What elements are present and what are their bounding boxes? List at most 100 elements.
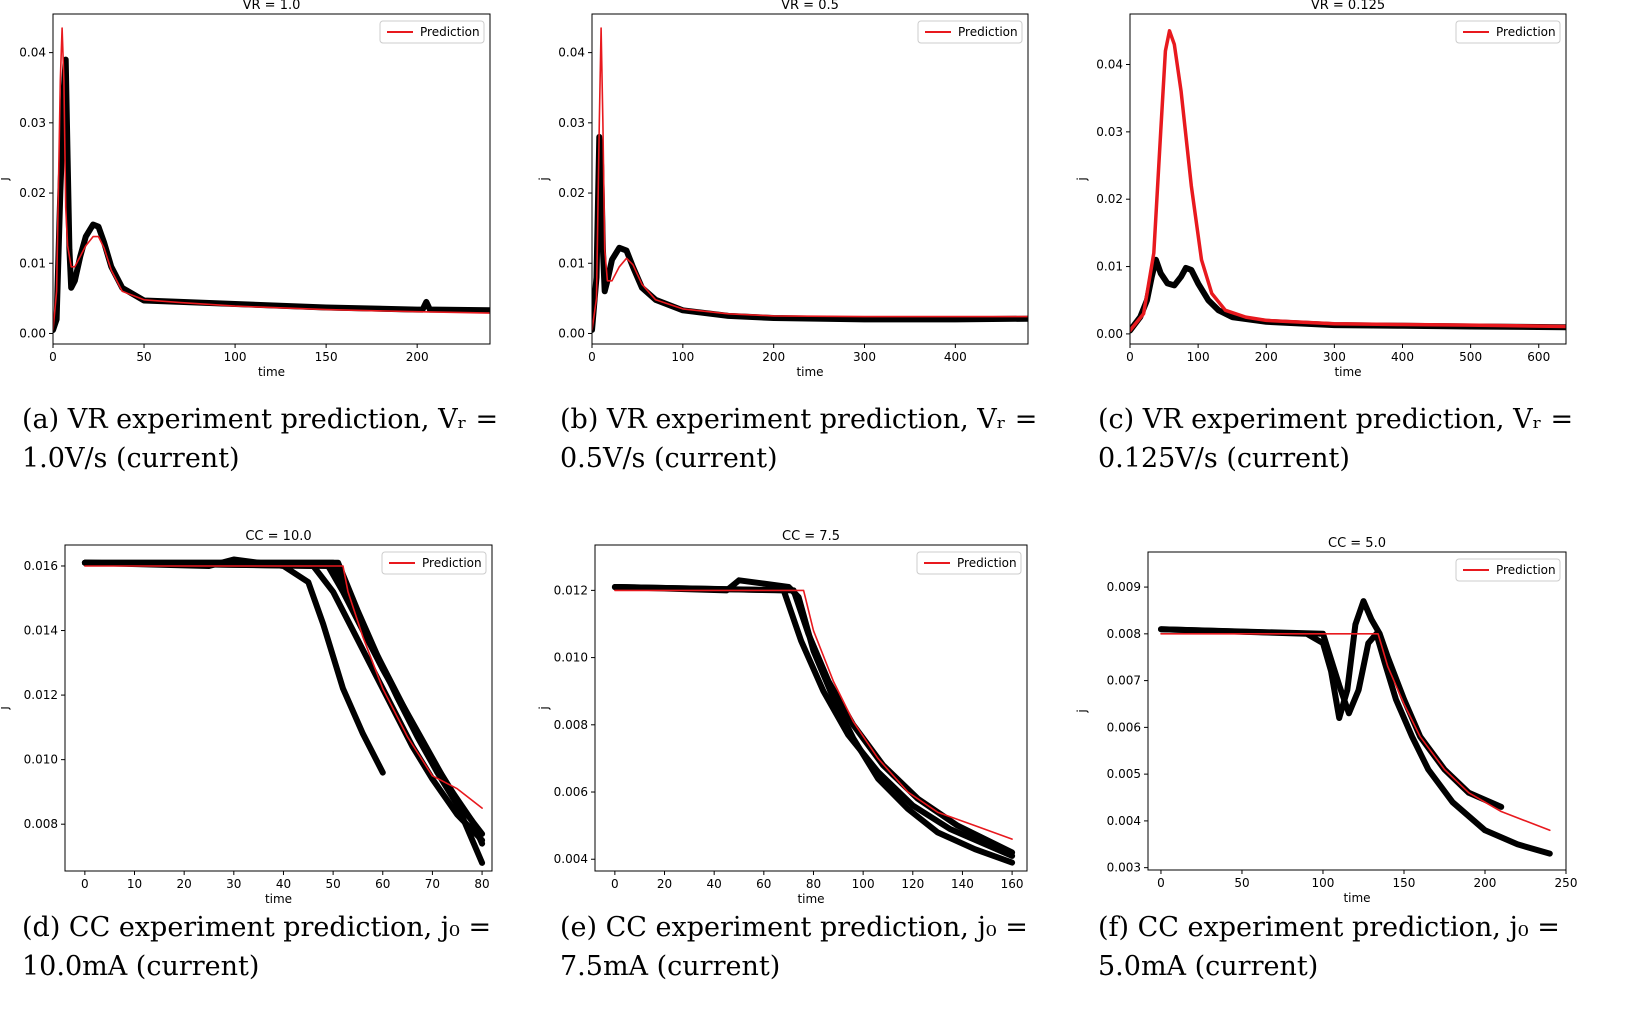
x-tick-label: 150 — [1393, 876, 1416, 890]
x-tick-label: 0 — [1157, 876, 1165, 890]
prediction-line — [592, 27, 1028, 331]
y-tick-label: 0.016 — [24, 559, 58, 573]
y-tick-label: 0.009 — [1107, 580, 1141, 594]
legend-entry: Prediction — [420, 25, 480, 39]
x-tick-label: 80 — [806, 877, 821, 891]
x-tick-label: 500 — [1459, 350, 1482, 364]
y-tick-label: 0.02 — [19, 186, 46, 200]
y-tick-label: 0.01 — [558, 256, 585, 270]
x-axis-label: time — [265, 892, 292, 906]
plot-frame — [52, 13, 491, 345]
caption-d-line1: (d) CC experiment prediction, j₀ = — [22, 912, 492, 943]
plot-frame — [1129, 13, 1567, 345]
measured-data-series-2 — [81, 559, 486, 844]
y-axis-label: j — [0, 706, 11, 710]
y-tick-label: 0.00 — [558, 326, 585, 340]
caption-b: (b) VR experiment prediction, Vᵣ = 0.5V/… — [560, 400, 1037, 478]
x-tick-label: 10 — [127, 877, 142, 891]
x-tick-label: 100 — [1187, 350, 1210, 364]
caption-d: (d) CC experiment prediction, j₀ = 10.0m… — [22, 908, 491, 986]
y-tick-label: 0.02 — [1096, 192, 1123, 206]
x-tick-label: 50 — [136, 350, 151, 364]
chart-title: VR = 0.125 — [1311, 0, 1385, 13]
y-axis-label: j — [1075, 177, 1089, 181]
legend-box — [917, 20, 1023, 44]
prediction-line — [614, 589, 1013, 840]
y-tick-label: 0.03 — [558, 116, 585, 130]
caption-e: (e) CC experiment prediction, j₀ = 7.5mA… — [560, 908, 1028, 986]
caption-c: (c) VR experiment prediction, Vᵣ = 0.125… — [1098, 400, 1573, 478]
x-tick-label: 300 — [853, 350, 876, 364]
legend-entry: Prediction — [958, 25, 1018, 39]
chart-title: VR = 1.0 — [243, 0, 301, 13]
plot-frame — [1147, 551, 1567, 871]
caption-a: (a) VR experiment prediction, Vᵣ = 1.0V/… — [22, 400, 498, 478]
prediction-line — [53, 27, 490, 331]
y-axis-label: j — [537, 706, 551, 710]
prediction-line — [1130, 29, 1566, 333]
x-tick-label: 60 — [756, 877, 771, 891]
chart-cc-10-0: CC = 10.0 0 10 20 30 40 50 60 70 80 0.008 0.010 0.01… — [0, 529, 493, 906]
plot-frame — [594, 544, 1028, 872]
legend-box — [1455, 20, 1561, 44]
legend-entry: Prediction — [1496, 25, 1556, 39]
x-tick-label: 600 — [1527, 350, 1550, 364]
x-tick-label: 400 — [944, 350, 967, 364]
caption-f: (f) CC experiment prediction, j₀ = 5.0mA… — [1098, 908, 1560, 986]
chart-vr-1-0: VR = 1.0 0 50 100 150 200 0.00 0.01 0.02 0.03 0.04… — [0, 0, 491, 379]
x-tick-label: 30 — [226, 877, 241, 891]
x-tick-label: 100 — [224, 350, 247, 364]
y-tick-label: 0.008 — [1107, 627, 1141, 641]
legend-box — [381, 551, 487, 575]
caption-b-line1: (b) VR experiment prediction, Vᵣ = — [560, 404, 1038, 435]
caption-d-line2: 10.0mA (current) — [22, 951, 260, 982]
x-tick-label: 300 — [1323, 350, 1346, 364]
caption-e-line2: 7.5mA (current) — [560, 951, 781, 982]
y-tick-label: 0.005 — [1107, 767, 1141, 781]
x-tick-label: 140 — [951, 877, 974, 891]
y-axis-label: j — [537, 177, 551, 181]
y-tick-label: 0.012 — [554, 583, 588, 597]
caption-a-line2: 1.0V/s (current) — [22, 443, 240, 474]
x-tick-label: 250 — [1555, 876, 1578, 890]
caption-c-line1: (c) VR experiment prediction, Vᵣ = — [1098, 404, 1574, 435]
y-tick-label: 0.007 — [1107, 674, 1141, 688]
caption-f-line1: (f) CC experiment prediction, j₀ = — [1098, 912, 1560, 943]
x-tick-label: 20 — [177, 877, 192, 891]
plot-frame — [591, 13, 1029, 345]
x-tick-label: 200 — [406, 350, 429, 364]
measured-data-series-2 — [611, 584, 1016, 859]
x-tick-label: 60 — [375, 877, 390, 891]
x-tick-label: 40 — [276, 877, 291, 891]
x-tick-label: 20 — [657, 877, 672, 891]
measured-data-series-1 — [1130, 256, 1566, 334]
x-tick-label: 100 — [1312, 876, 1335, 890]
y-tick-label: 0.006 — [554, 785, 588, 799]
measured-data-series-4 — [81, 559, 486, 847]
y-tick-label: 0.04 — [19, 46, 46, 60]
x-tick-label: 0 — [1126, 350, 1134, 364]
y-tick-label: 0.03 — [1096, 125, 1123, 139]
prediction-line — [1160, 633, 1551, 832]
legend-entry: Prediction — [422, 556, 482, 570]
prediction-line — [84, 565, 483, 809]
x-tick-label: 400 — [1391, 350, 1414, 364]
x-tick-label: 100 — [852, 877, 875, 891]
legend-entry: Prediction — [957, 556, 1017, 570]
caption-a-line1: (a) VR experiment prediction, Vᵣ = — [22, 404, 499, 435]
y-tick-label: 0.02 — [558, 186, 585, 200]
x-tick-label: 50 — [325, 877, 340, 891]
x-tick-label: 200 — [762, 350, 785, 364]
measured-data-series-1 — [53, 56, 490, 333]
x-axis-label: time — [258, 365, 285, 379]
y-tick-label: 0.01 — [19, 256, 46, 270]
x-tick-label: 0 — [611, 877, 619, 891]
legend-box — [916, 551, 1022, 575]
y-tick-label: 0.00 — [19, 326, 46, 340]
y-tick-label: 0.010 — [24, 753, 58, 767]
legend-box — [1455, 558, 1561, 582]
x-axis-label: time — [797, 892, 824, 906]
chart-title: VR = 0.5 — [781, 0, 839, 13]
caption-e-line1: (e) CC experiment prediction, j₀ = — [560, 912, 1028, 943]
measured-data-series-2 — [1158, 626, 1553, 857]
